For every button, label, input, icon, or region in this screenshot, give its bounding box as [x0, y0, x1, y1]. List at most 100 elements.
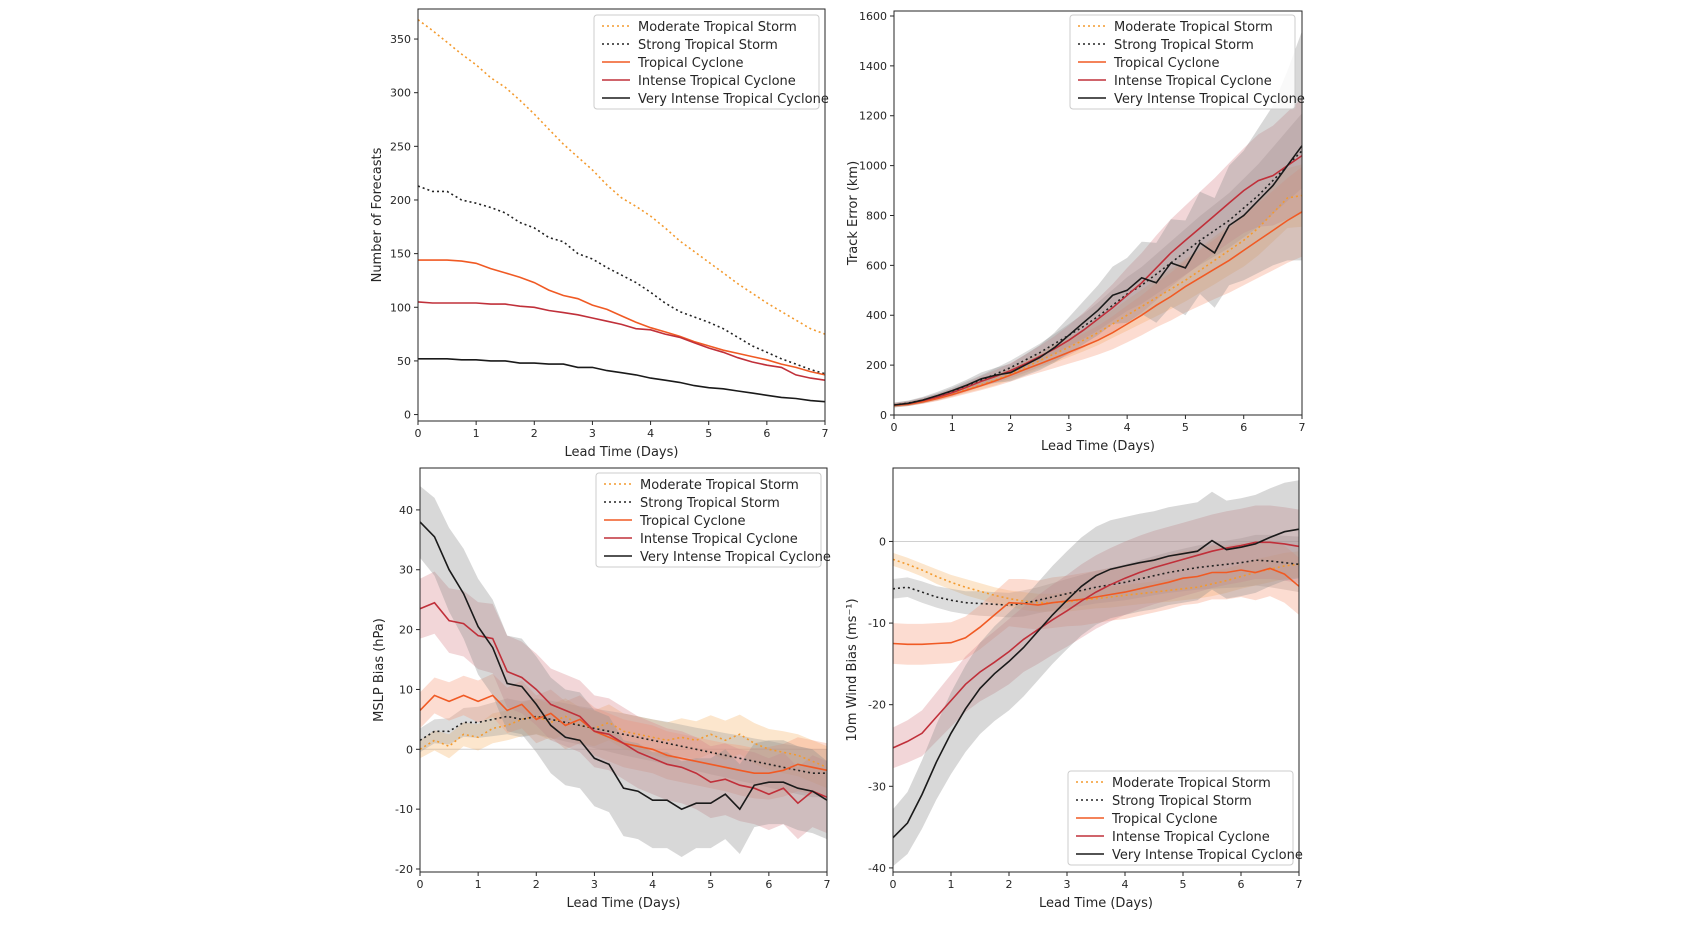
x-tick-label: 6	[1240, 421, 1247, 434]
series-line	[418, 357, 826, 403]
y-tick-label: 0	[880, 409, 887, 422]
plot-frame	[417, 8, 826, 422]
series-line	[892, 567, 1300, 646]
x-axis-label: Lead Time (Days)	[565, 445, 679, 460]
y-tick-label: 150	[390, 248, 411, 261]
series-line	[419, 521, 828, 811]
y-tick-label: 350	[390, 33, 411, 46]
legend-label: Strong Tropical Storm	[1112, 794, 1252, 809]
x-tick-label: 0	[417, 878, 424, 891]
y-tick-label: 20	[399, 624, 413, 637]
y-tick-label: 1600	[859, 10, 887, 23]
legend-label: Moderate Tropical Storm	[638, 20, 797, 35]
plot-frame	[893, 10, 1303, 416]
panel-track-error: 0 1 2 3 4 5 6 7 0 200 400 600 800 1000 1200 1400 1600 Lea…	[846, 10, 1306, 454]
y-tick-label: 300	[390, 87, 411, 100]
x-tick-label: 5	[1182, 421, 1189, 434]
y-tick-label: -20	[868, 699, 886, 712]
series-line	[893, 211, 1303, 407]
y-tick-label: 250	[390, 140, 411, 153]
panel-wind-bias: 0 1 2 3 4 5 6 7 -40 -30 -20 -10 0 Lead Time (Days) 10m…	[845, 467, 1303, 911]
y-tick-label: 0	[404, 409, 411, 422]
y-axis-label: Track Error (km)	[846, 161, 861, 266]
uncertainty-band	[420, 486, 827, 857]
x-tick-label: 3	[1064, 878, 1071, 891]
x-tick-label: 0	[415, 427, 422, 440]
y-axis-label: Number of Forecasts	[370, 147, 385, 282]
x-tick-label: 3	[1065, 421, 1072, 434]
legend: Moderate Tropical Storm Strong Tropical S…	[595, 472, 831, 568]
x-tick-label: 1	[949, 421, 956, 434]
y-tick-label: -30	[868, 780, 886, 793]
x-tick-label: 7	[822, 427, 829, 440]
y-axis-label: MSLP Bias (hPa)	[372, 618, 387, 722]
legend-label: Intense Tropical Cyclone	[1114, 74, 1272, 89]
y-tick-label: 0	[879, 535, 886, 548]
series-line	[419, 601, 828, 805]
legend-label: Very Intense Tropical Cyclone	[1114, 92, 1305, 107]
x-tick-label: 6	[1238, 878, 1245, 891]
uncertainty-band	[420, 698, 827, 798]
uncertainty-band	[894, 31, 1302, 408]
legend-label: Strong Tropical Storm	[638, 38, 778, 53]
legend-box	[595, 472, 822, 568]
legend-label: Tropical Cyclone	[1113, 56, 1220, 71]
panel-mslp-bias: 0 1 2 3 4 5 6 7 -20 -10 0 10 20 30 40 Lead Time (Days) M…	[372, 467, 831, 911]
uncertainty-band	[893, 540, 1299, 665]
legend-label: Very Intense Tropical Cyclone	[640, 550, 831, 565]
x-tick-label: 5	[705, 427, 712, 440]
series-line	[892, 541, 1300, 749]
x-tick-label: 7	[824, 878, 831, 891]
panel-number-of-forecasts: 0 1 2 3 4 5 6 7 0 50 100 150 200 250 300 350 Lead Time (…	[370, 8, 829, 460]
y-tick-label: 600	[866, 259, 887, 272]
y-tick-label: 0	[406, 743, 413, 756]
y-tick-label: -10	[868, 617, 886, 630]
y-tick-label: 10	[399, 683, 413, 696]
y-tick-label: -20	[395, 863, 413, 876]
y-tick-label: -10	[395, 803, 413, 816]
legend-label: Moderate Tropical Storm	[1112, 776, 1271, 791]
series-line	[419, 715, 828, 769]
x-tick-label: 2	[1007, 421, 1014, 434]
x-tick-label: 3	[589, 427, 596, 440]
y-tick-label: 1200	[859, 110, 887, 123]
series-line	[892, 528, 1300, 839]
uncertainty-band	[420, 571, 827, 840]
y-axis-label: 10m Wind Bias (ms⁻¹)	[845, 598, 860, 741]
y-tick-label: 1000	[859, 160, 887, 173]
legend-box	[593, 14, 820, 110]
y-tick-label: -40	[868, 862, 886, 875]
x-axis-label: Lead Time (Days)	[1041, 439, 1155, 454]
y-tick-label: 30	[399, 564, 413, 577]
legend-label: Tropical Cyclone	[637, 56, 744, 71]
x-tick-label: 1	[475, 878, 482, 891]
legend-label: Intense Tropical Cyclone	[640, 532, 798, 547]
series-line	[892, 558, 1300, 604]
y-tick-label: 1400	[859, 60, 887, 73]
x-tick-label: 4	[1122, 878, 1129, 891]
x-tick-label: 0	[890, 878, 897, 891]
y-tick-label: 100	[390, 301, 411, 314]
uncertainty-band	[893, 551, 1299, 612]
x-tick-label: 1	[473, 427, 480, 440]
series-line	[893, 145, 1303, 406]
series-line	[417, 19, 826, 335]
legend-label: Moderate Tropical Storm	[640, 478, 799, 493]
x-tick-label: 0	[891, 421, 898, 434]
x-axis-label: Lead Time (Days)	[1039, 896, 1153, 911]
legend-box	[1067, 770, 1294, 866]
x-tick-label: 4	[649, 878, 656, 891]
y-tick-label: 50	[397, 355, 411, 368]
legend-label: Very Intense Tropical Cyclone	[1112, 848, 1303, 863]
x-tick-label: 2	[533, 878, 540, 891]
x-tick-label: 7	[1299, 421, 1306, 434]
x-tick-label: 6	[763, 427, 770, 440]
x-tick-label: 4	[1124, 421, 1131, 434]
legend-label: Tropical Cyclone	[1111, 812, 1218, 827]
series-line	[417, 301, 826, 381]
series-line	[419, 715, 827, 775]
x-tick-label: 7	[1296, 878, 1303, 891]
y-tick-label: 40	[399, 504, 413, 517]
x-tick-label: 2	[1006, 878, 1013, 891]
